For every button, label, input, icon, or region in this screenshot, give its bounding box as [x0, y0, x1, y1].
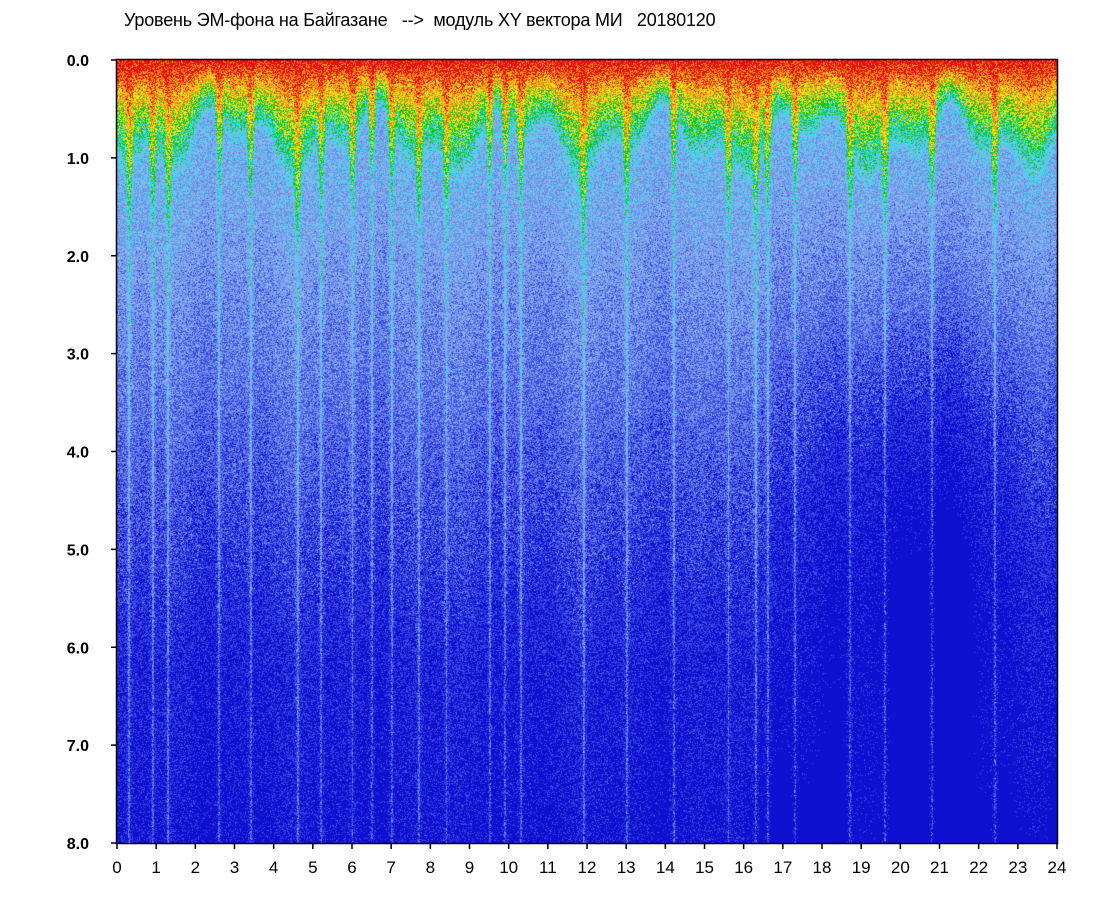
x-tick-label: 3 [230, 858, 239, 877]
x-tick-label: 22 [969, 858, 988, 877]
y-tick-label: 2.0 [67, 249, 89, 266]
y-tick-label: 0.0 [67, 53, 89, 70]
x-tick-label: 12 [578, 858, 597, 877]
x-tick-label: 20 [891, 858, 910, 877]
x-tick-label: 21 [930, 858, 949, 877]
x-tick-label: 23 [1008, 858, 1027, 877]
x-tick-label: 9 [465, 858, 474, 877]
x-tick-label: 19 [852, 858, 871, 877]
x-tick-label: 11 [539, 858, 557, 877]
x-tick-label: 1 [151, 858, 160, 877]
heatmap-canvas [117, 60, 1057, 843]
x-tick-label: 8 [426, 858, 435, 877]
x-tick-label: 24 [1048, 858, 1067, 877]
x-tick-label: 2 [191, 858, 200, 877]
plot-frame [115, 58, 1059, 845]
x-tick-label: 15 [695, 858, 714, 877]
x-tick-label: 7 [386, 858, 395, 877]
x-tick-label: 5 [308, 858, 317, 877]
y-tick-label: 4.0 [67, 445, 89, 462]
x-tick-label: 10 [499, 858, 518, 877]
x-tick-label: 6 [347, 858, 356, 877]
y-tick-label: 7.0 [67, 738, 89, 755]
chart-title: Уровень ЭМ-фона на Байгазане --> модуль … [124, 10, 716, 30]
x-tick-label: 14 [656, 858, 675, 877]
y-tick-label: 8.0 [67, 836, 89, 853]
x-tick-label: 0 [112, 858, 121, 877]
y-tick-label: 6.0 [67, 640, 89, 657]
x-tick-label: 4 [269, 858, 278, 877]
x-tick-label: 17 [773, 858, 792, 877]
x-tick-label: 18 [813, 858, 832, 877]
y-tick-label: 5.0 [67, 542, 89, 559]
x-tick-label: 13 [617, 858, 636, 877]
x-tick-label: 16 [734, 858, 753, 877]
y-tick-label: 1.0 [67, 151, 89, 168]
y-tick-label: 3.0 [67, 347, 89, 364]
